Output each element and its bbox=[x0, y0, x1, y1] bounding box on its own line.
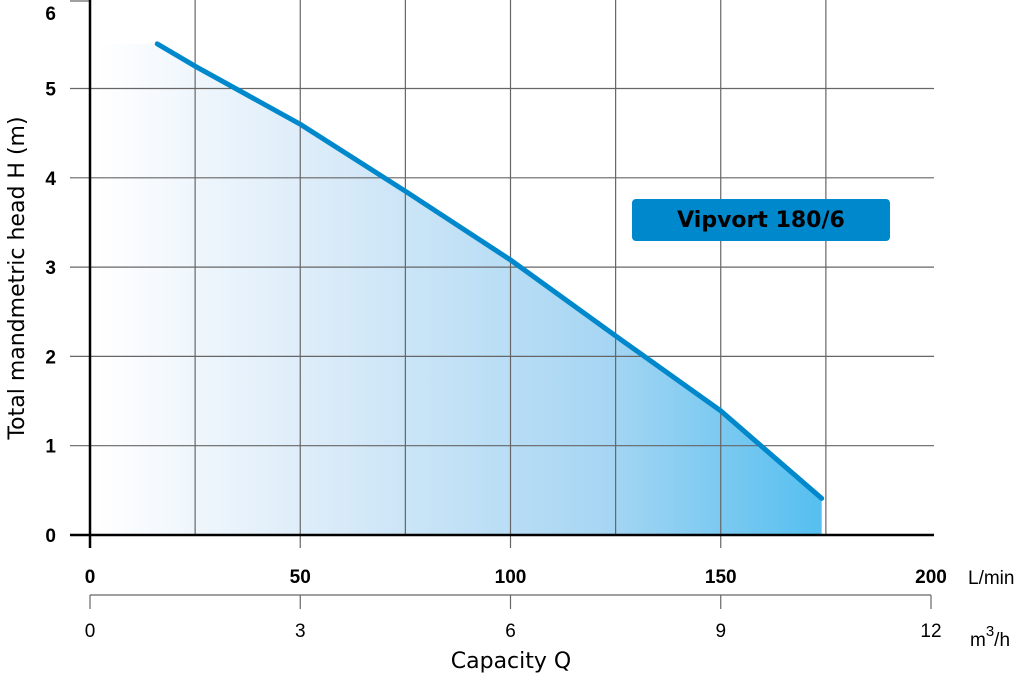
x-tick-label-lmin: 200 bbox=[915, 567, 947, 588]
series-legend-badge: Vipvort 180/6 bbox=[632, 199, 890, 241]
curve-area-fill bbox=[97, 43, 822, 535]
x-tick-label-lmin: 100 bbox=[495, 567, 527, 588]
x-tick-label-m3h: 6 bbox=[505, 621, 516, 642]
x-axis-title: Capacity Q bbox=[451, 649, 571, 674]
x-tick-label-m3h: 12 bbox=[920, 621, 941, 642]
y-tick-label: 6 bbox=[45, 4, 56, 25]
pump-curve-line bbox=[154, 41, 825, 501]
y-axis-title: Total mandmetric head H (m) bbox=[5, 116, 30, 440]
y-tick-label: 0 bbox=[45, 526, 56, 547]
x-tick-label-lmin: 0 bbox=[85, 567, 96, 588]
x-tick-labels: 0 50 100 150 200 0 3 6 9 12 bbox=[85, 567, 947, 642]
secondary-x-ticks bbox=[89, 595, 932, 609]
unit-l-per-min: L/min bbox=[968, 568, 1014, 589]
x-tick-label-lmin: 50 bbox=[290, 567, 311, 588]
x-tick-label-m3h: 3 bbox=[295, 621, 306, 642]
y-tick-label: 1 bbox=[45, 437, 56, 458]
x-tick-label-m3h: 9 bbox=[715, 621, 726, 642]
grid-lines bbox=[70, 0, 934, 548]
y-tick-label: 3 bbox=[45, 258, 56, 279]
y-tick-label: 4 bbox=[45, 169, 56, 190]
unit-m3-per-h: m3/h bbox=[970, 623, 1010, 651]
y-tick-label: 2 bbox=[45, 347, 56, 368]
x-tick-label-m3h: 0 bbox=[85, 621, 96, 642]
y-tick-label: 5 bbox=[45, 80, 56, 101]
x-tick-label-lmin: 150 bbox=[705, 567, 737, 588]
y-tick-labels: 0 1 2 3 4 5 6 bbox=[45, 4, 56, 547]
